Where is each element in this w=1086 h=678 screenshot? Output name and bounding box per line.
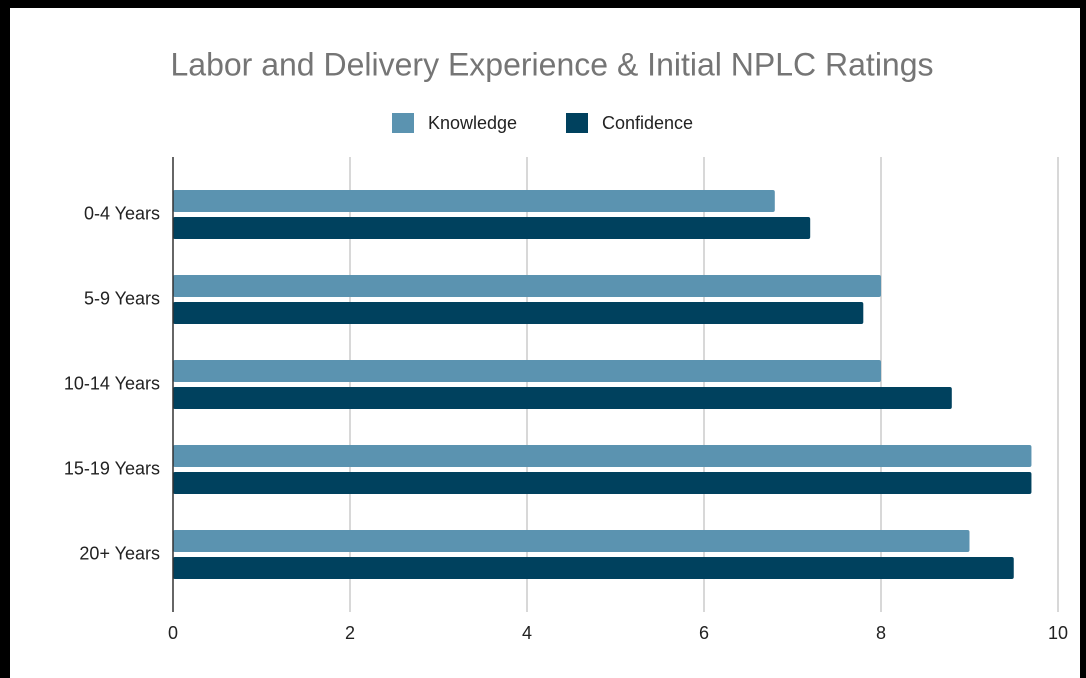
chart-title: Labor and Delivery Experience & Initial … (170, 46, 933, 82)
y-tick-label: 5-9 Years (84, 288, 160, 308)
frame-left (0, 0, 10, 678)
y-tick-label: 15-19 Years (64, 458, 160, 478)
x-tick-label: 4 (522, 623, 532, 643)
legend-label: Knowledge (428, 113, 517, 133)
legend-swatch (392, 113, 414, 133)
x-tick-label: 0 (168, 623, 178, 643)
y-tick-label: 10-14 Years (64, 373, 160, 393)
x-tick-label: 2 (345, 623, 355, 643)
bar (173, 275, 881, 297)
bar (173, 530, 970, 552)
x-tick-label: 10 (1048, 623, 1068, 643)
legend-label: Confidence (602, 113, 693, 133)
bar (173, 217, 811, 239)
bar (173, 557, 1014, 579)
y-tick-label: 20+ Years (79, 543, 160, 563)
x-tick-label: 6 (699, 623, 709, 643)
bar (173, 302, 864, 324)
bar (173, 387, 952, 409)
frame-top (0, 0, 1086, 8)
bar (173, 190, 775, 212)
frame-right (1080, 0, 1086, 678)
y-tick-label: 0-4 Years (84, 203, 160, 223)
x-tick-label: 8 (876, 623, 886, 643)
legend-swatch (566, 113, 588, 133)
bar (173, 445, 1032, 467)
bar (173, 472, 1032, 494)
bar (173, 360, 881, 382)
